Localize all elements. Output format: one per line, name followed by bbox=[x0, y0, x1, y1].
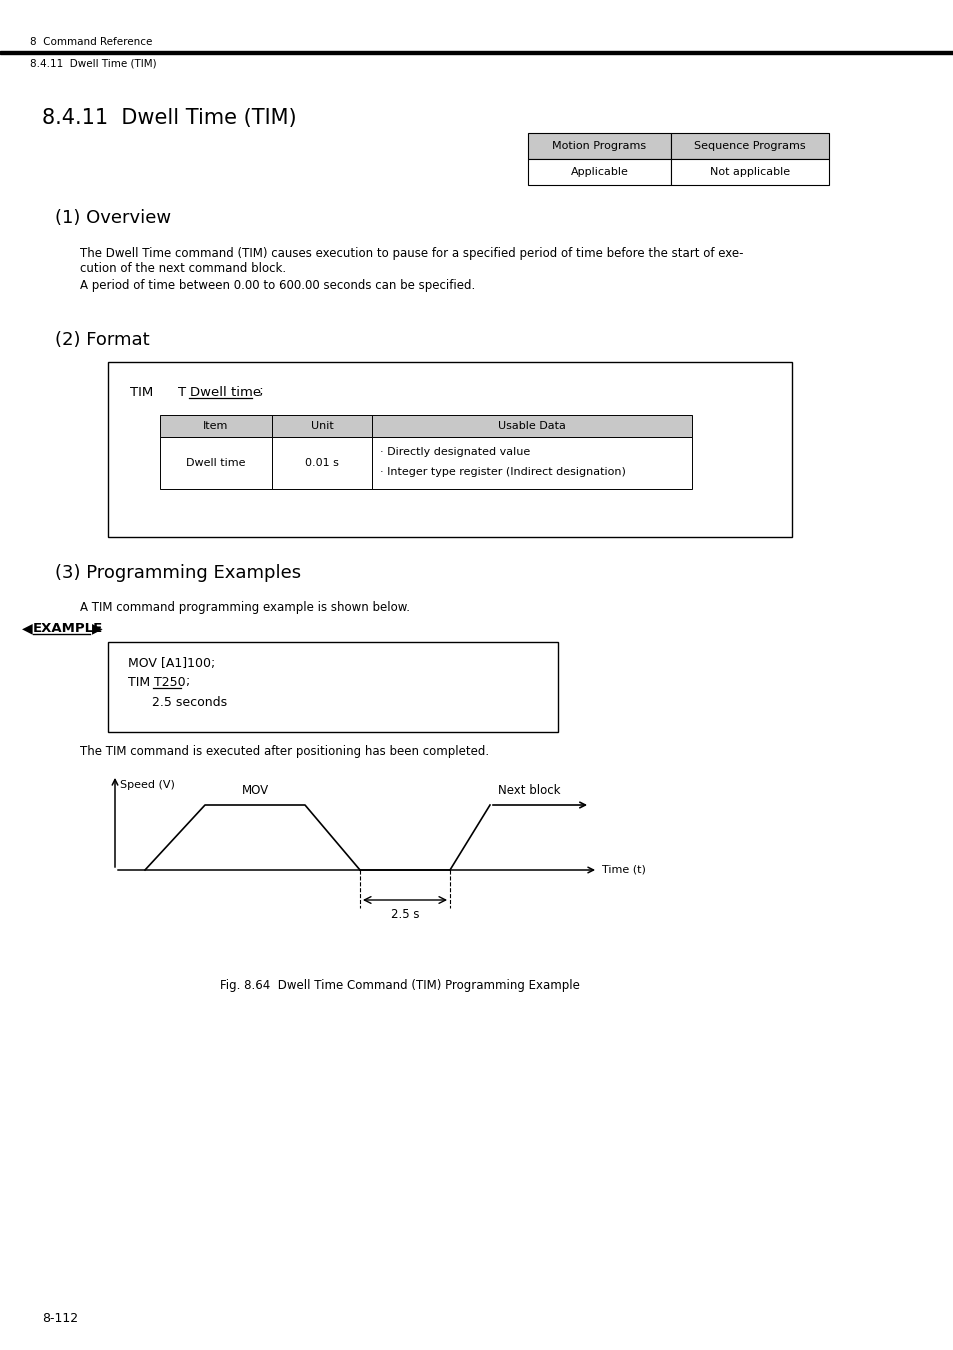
Text: A TIM command programming example is shown below.: A TIM command programming example is sho… bbox=[80, 601, 410, 613]
Text: Usable Data: Usable Data bbox=[497, 421, 565, 431]
Text: 0.01 s: 0.01 s bbox=[305, 458, 338, 468]
Text: (1) Overview: (1) Overview bbox=[55, 209, 171, 227]
Text: ◀: ◀ bbox=[22, 621, 32, 634]
Text: Not applicable: Not applicable bbox=[709, 167, 789, 177]
Bar bbox=[372, 437, 691, 489]
Bar bbox=[372, 414, 691, 437]
Text: Dwell time: Dwell time bbox=[186, 458, 246, 468]
Text: · Integer type register (Indirect designation): · Integer type register (Indirect design… bbox=[379, 467, 625, 477]
Bar bbox=[160, 414, 272, 437]
Text: T: T bbox=[178, 386, 191, 398]
Text: Item: Item bbox=[203, 421, 229, 431]
Text: Applicable: Applicable bbox=[570, 167, 628, 177]
Text: 8  Command Reference: 8 Command Reference bbox=[30, 36, 152, 47]
Text: · Directly designated value: · Directly designated value bbox=[379, 447, 530, 458]
Text: Time (t): Time (t) bbox=[601, 865, 645, 875]
Bar bbox=[272, 414, 372, 437]
Bar bbox=[670, 159, 828, 185]
Text: MOV [A1]100;: MOV [A1]100; bbox=[128, 656, 215, 670]
Text: Next block: Next block bbox=[497, 784, 560, 798]
Bar bbox=[527, 134, 670, 159]
Bar bbox=[0, 51, 953, 54]
Text: ▶: ▶ bbox=[91, 621, 103, 634]
Text: 8.4.11  Dwell Time (TIM): 8.4.11 Dwell Time (TIM) bbox=[30, 58, 156, 68]
Text: The Dwell Time command (TIM) causes execution to pause for a specified period of: The Dwell Time command (TIM) causes exec… bbox=[80, 247, 742, 259]
Bar bbox=[160, 437, 272, 489]
Text: TIM: TIM bbox=[130, 386, 153, 398]
Text: 2.5 s: 2.5 s bbox=[391, 907, 418, 921]
Text: Sequence Programs: Sequence Programs bbox=[694, 140, 805, 151]
Text: ;: ; bbox=[182, 675, 190, 688]
Text: TIM: TIM bbox=[128, 675, 154, 688]
Text: ;: ; bbox=[254, 386, 263, 398]
Bar bbox=[670, 134, 828, 159]
Text: (2) Format: (2) Format bbox=[55, 331, 150, 350]
Text: Dwell time: Dwell time bbox=[190, 386, 261, 398]
Bar bbox=[272, 437, 372, 489]
Text: Speed (V): Speed (V) bbox=[120, 780, 174, 790]
Text: 8-112: 8-112 bbox=[42, 1311, 78, 1324]
Bar bbox=[527, 159, 670, 185]
Text: 2.5 seconds: 2.5 seconds bbox=[128, 697, 227, 710]
Text: A period of time between 0.00 to 600.00 seconds can be specified.: A period of time between 0.00 to 600.00 … bbox=[80, 278, 475, 292]
Bar bbox=[108, 362, 791, 537]
Text: Fig. 8.64  Dwell Time Command (TIM) Programming Example: Fig. 8.64 Dwell Time Command (TIM) Progr… bbox=[220, 979, 579, 991]
Text: Unit: Unit bbox=[311, 421, 333, 431]
Text: The TIM command is executed after positioning has been completed.: The TIM command is executed after positi… bbox=[80, 745, 489, 759]
Text: MOV: MOV bbox=[241, 784, 269, 798]
Bar bbox=[108, 643, 558, 732]
Text: 8.4.11  Dwell Time (TIM): 8.4.11 Dwell Time (TIM) bbox=[42, 108, 296, 128]
Text: EXAMPLE: EXAMPLE bbox=[33, 621, 103, 634]
Text: (3) Programming Examples: (3) Programming Examples bbox=[55, 564, 301, 582]
Text: cution of the next command block.: cution of the next command block. bbox=[80, 262, 286, 275]
Text: Motion Programs: Motion Programs bbox=[552, 140, 646, 151]
Text: T250: T250 bbox=[153, 675, 186, 688]
